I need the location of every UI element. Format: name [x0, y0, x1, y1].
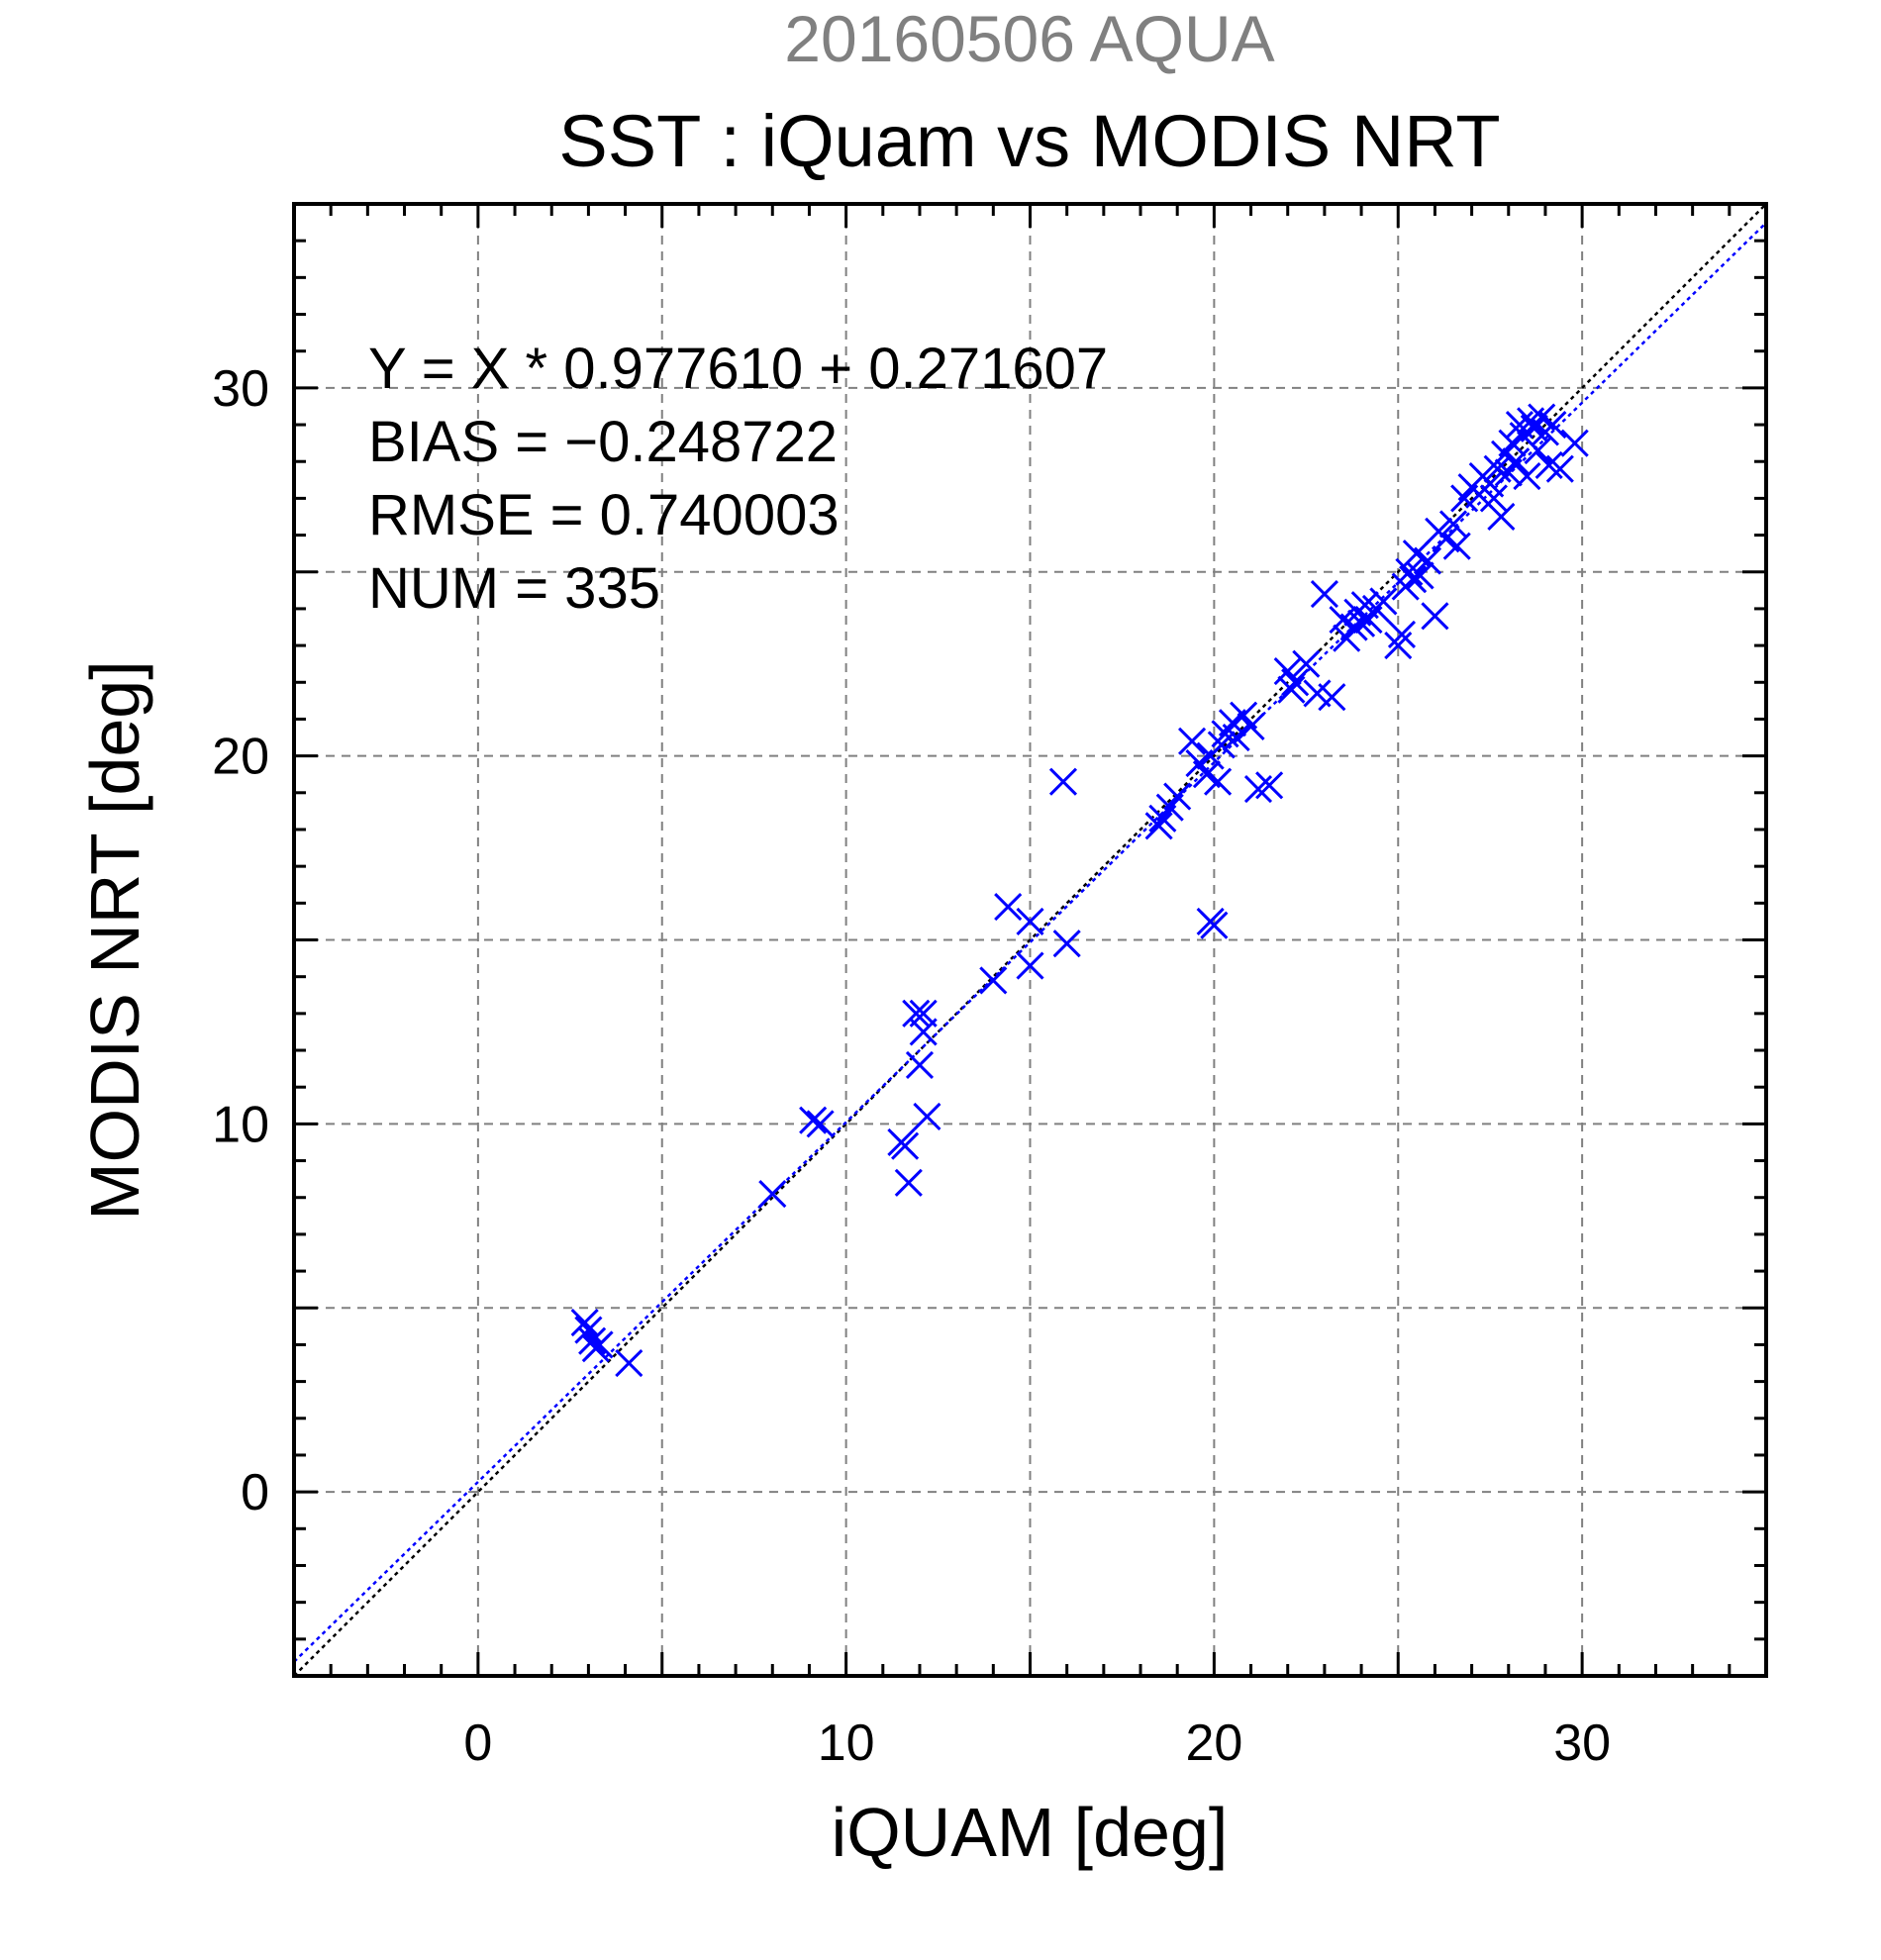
data-point	[570, 1309, 599, 1337]
data-point	[1048, 767, 1078, 796]
data-point	[1538, 410, 1567, 440]
data-point	[1387, 620, 1417, 649]
data-point	[1399, 565, 1428, 594]
data-point	[1560, 429, 1589, 457]
y-axis-label: MODIS NRT [deg]	[76, 660, 153, 1220]
bias-value: BIAS = −0.248722	[368, 410, 838, 474]
y-tick-label: 30	[212, 360, 269, 418]
data-point	[1052, 930, 1081, 958]
x-tick-label: 30	[1553, 1715, 1611, 1772]
x-tick-label: 0	[463, 1715, 492, 1772]
data-point	[1243, 775, 1273, 804]
data-point	[891, 1131, 920, 1160]
x-tick-label: 20	[1185, 1715, 1242, 1772]
data-point	[1442, 532, 1471, 560]
x-tick-label: 10	[818, 1715, 875, 1772]
regression-equation: Y = X * 0.977610 + 0.271607	[368, 337, 1108, 401]
data-point	[1016, 907, 1044, 935]
data-point	[1395, 557, 1424, 586]
data-point	[1178, 727, 1207, 755]
data-point	[1310, 579, 1338, 609]
data-point	[799, 1106, 828, 1134]
grid	[294, 204, 1766, 1676]
data-point	[1487, 502, 1516, 532]
identity-line	[293, 203, 1767, 1677]
data-point	[902, 999, 931, 1028]
data-point	[1421, 602, 1449, 631]
y-tick-label: 20	[212, 729, 269, 786]
data-point	[1545, 454, 1574, 483]
data-point	[1438, 510, 1468, 539]
data-point	[1513, 462, 1541, 491]
x-axis-label: iQUAM [deg]	[832, 1794, 1229, 1871]
data-points	[570, 403, 1589, 1378]
data-point	[758, 1179, 787, 1209]
data-point	[1255, 771, 1284, 800]
x-tick-labels: 0 10 20 30	[463, 1715, 1611, 1772]
data-point	[1222, 723, 1250, 752]
data-point	[1207, 731, 1236, 759]
data-point	[574, 1316, 603, 1344]
data-point	[1204, 767, 1233, 796]
regression-line	[293, 222, 1767, 1663]
data-point	[1281, 668, 1310, 697]
y-tick-label: 10	[212, 1096, 269, 1153]
data-point	[1534, 450, 1563, 480]
data-point	[1384, 632, 1413, 660]
data-point	[1483, 454, 1512, 483]
data-point	[1369, 587, 1398, 616]
data-point	[1517, 407, 1545, 436]
count-value: NUM = 335	[368, 556, 660, 621]
data-point	[578, 1326, 607, 1355]
chart-subtitle: 20160506 AQUA	[784, 2, 1274, 75]
data-point	[806, 1110, 835, 1138]
data-point	[1277, 675, 1306, 704]
reference-lines	[293, 203, 1767, 1677]
data-point	[1318, 683, 1346, 712]
data-point	[913, 1102, 941, 1131]
data-point	[1237, 712, 1265, 740]
plot-frame	[292, 202, 1768, 1678]
data-point	[585, 1330, 614, 1359]
stats-box: Y = X * 0.977610 + 0.271607 BIAS = −0.24…	[368, 337, 1108, 621]
data-point	[1413, 546, 1442, 575]
data-point	[905, 1050, 935, 1079]
y-tick-labels: 0 10 20 30	[212, 360, 269, 1521]
y-tick-label: 0	[241, 1464, 269, 1521]
data-point	[1200, 911, 1229, 939]
data-point	[1016, 951, 1044, 980]
rmse-value: RMSE = 0.740003	[368, 483, 840, 547]
data-point	[1406, 561, 1435, 590]
chart-title: SST : iQuam vs MODIS NRT	[558, 100, 1500, 182]
data-point	[1524, 437, 1552, 465]
data-point	[1479, 484, 1508, 513]
data-point	[979, 966, 1008, 995]
data-point	[1144, 812, 1173, 840]
data-point	[894, 1168, 923, 1197]
data-point	[994, 892, 1023, 922]
data-point	[1163, 782, 1192, 811]
data-point	[1292, 649, 1321, 678]
data-point	[909, 999, 938, 1028]
data-point	[1502, 447, 1531, 476]
data-point	[615, 1348, 644, 1378]
